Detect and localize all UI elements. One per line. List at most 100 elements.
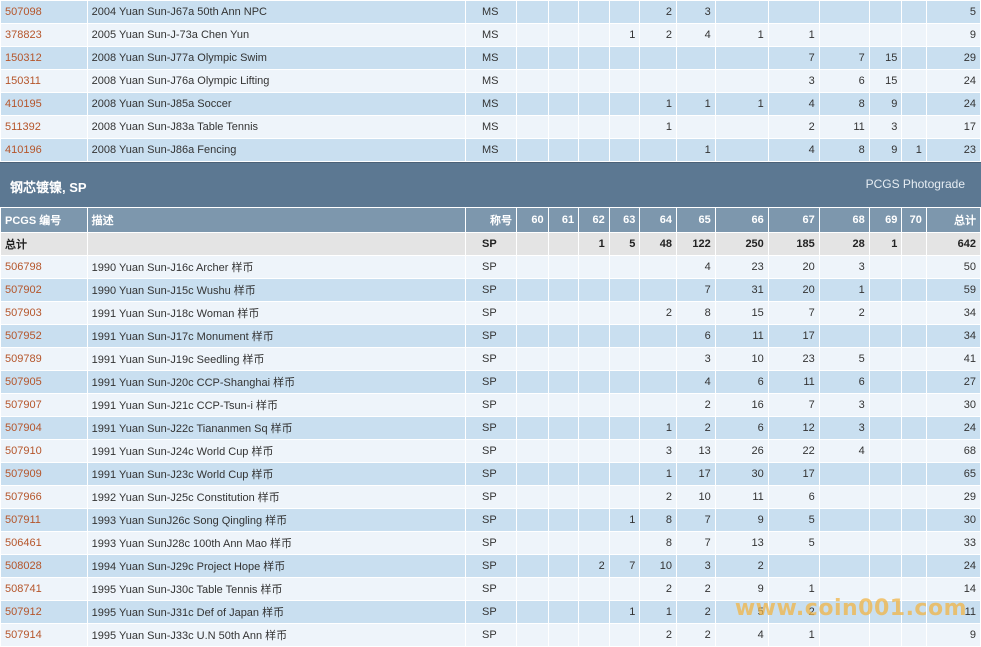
grade-63-cell bbox=[608, 485, 641, 509]
grade-63-cell bbox=[608, 115, 641, 139]
grade-66-cell: 16 bbox=[714, 393, 769, 417]
grade-66-cell: 4 bbox=[714, 623, 769, 647]
pcgs-number-link[interactable]: 507914 bbox=[5, 629, 42, 641]
pcgs-number-link[interactable]: 507904 bbox=[5, 422, 42, 434]
grade-60-cell bbox=[515, 439, 549, 463]
grade-68-cell: 7 bbox=[818, 46, 870, 70]
pcgs-photograde-link[interactable]: PCGS Photograde bbox=[865, 177, 965, 191]
designation-cell: SP bbox=[465, 531, 517, 555]
col-header-total[interactable]: 总计 bbox=[925, 207, 981, 233]
total-cell: 65 bbox=[925, 462, 981, 486]
pcgs-number-link[interactable]: 508741 bbox=[5, 583, 42, 595]
total-cell: 9 bbox=[925, 23, 981, 47]
grade-61-cell bbox=[547, 554, 580, 578]
table-body: 总计 SP 1 5 48 122 250 185 28 1 642 506798… bbox=[0, 232, 981, 647]
table-row: 507904 1991 Yuan Sun-J22c Tiananmen Sq 样币… bbox=[0, 416, 981, 440]
pcgs-number-link[interactable]: 507905 bbox=[5, 376, 42, 388]
grade-69-cell bbox=[868, 600, 903, 624]
grade-66-cell: 30 bbox=[714, 462, 769, 486]
pcgs-number-link[interactable]: 378823 bbox=[5, 29, 42, 41]
pcgs-number-link[interactable]: 150312 bbox=[5, 52, 42, 64]
col-header-61[interactable]: 61 bbox=[547, 207, 580, 233]
pcgs-number-link[interactable]: 508028 bbox=[5, 560, 42, 572]
grade-66-cell: 26 bbox=[714, 439, 769, 463]
pcgs-number-link[interactable]: 507903 bbox=[5, 307, 42, 319]
grade-70-cell bbox=[901, 92, 927, 116]
total-cell: 34 bbox=[925, 324, 981, 348]
grade-62-cell bbox=[578, 115, 610, 139]
grade-63-cell bbox=[608, 623, 641, 647]
pcgs-number-link[interactable]: 150311 bbox=[5, 75, 41, 87]
col-header-66[interactable]: 66 bbox=[714, 207, 769, 233]
designation-cell: SP bbox=[465, 508, 517, 532]
description-cell: 2008 Yuan Sun-J77a Olympic Swim bbox=[86, 46, 467, 70]
grade-62-cell bbox=[578, 416, 610, 440]
col-header-68[interactable]: 68 bbox=[818, 207, 870, 233]
col-header-69[interactable]: 69 bbox=[868, 207, 903, 233]
grade-64-cell bbox=[639, 324, 678, 348]
pcgs-number-link[interactable]: 507912 bbox=[5, 606, 42, 618]
pcgs-number-link[interactable]: 507909 bbox=[5, 468, 42, 480]
designation-cell: SP bbox=[465, 554, 517, 578]
grade-68-cell: 6 bbox=[818, 370, 870, 394]
total-cell: 68 bbox=[925, 439, 981, 463]
col-header-67[interactable]: 67 bbox=[767, 207, 820, 233]
grade-68-cell: 6 bbox=[818, 69, 870, 93]
col-header-pcgs[interactable]: PCGS 编号 bbox=[0, 207, 88, 233]
grade-68-cell: 5 bbox=[818, 347, 870, 371]
table-row: 410196 2008 Yuan Sun-J86a Fencing MS 1 4 8 9 1 2… bbox=[0, 138, 981, 162]
pcgs-number-link[interactable]: 410195 bbox=[5, 98, 42, 110]
pcgs-number-link[interactable]: 506798 bbox=[5, 261, 42, 273]
designation-cell: MS bbox=[465, 138, 517, 162]
grade-60-cell bbox=[515, 69, 549, 93]
col-header-designation[interactable]: 称号 bbox=[465, 207, 517, 233]
grade-70-cell bbox=[901, 393, 927, 417]
col-header-64[interactable]: 64 bbox=[639, 207, 678, 233]
total-cell: 27 bbox=[925, 370, 981, 394]
col-header-description[interactable]: 描述 bbox=[86, 207, 467, 233]
pcgs-number-link[interactable]: 507966 bbox=[5, 491, 42, 503]
pcgs-number-link[interactable]: 506461 bbox=[5, 537, 42, 549]
col-header-65[interactable]: 65 bbox=[676, 207, 716, 233]
pcgs-number-link[interactable]: 509789 bbox=[5, 353, 42, 365]
total-cell: 24 bbox=[925, 69, 981, 93]
pcgs-number-cell: 150311 bbox=[0, 69, 88, 93]
col-header-60[interactable]: 60 bbox=[515, 207, 549, 233]
grade-68-cell bbox=[818, 485, 870, 509]
grade-67-cell: 1 bbox=[767, 623, 820, 647]
pcgs-number-link[interactable]: 507911 bbox=[5, 514, 41, 526]
designation-cell: SP bbox=[465, 623, 517, 647]
pcgs-number-link[interactable]: 410196 bbox=[5, 144, 42, 156]
grade-69-cell: 9 bbox=[868, 92, 903, 116]
grade-66-cell: 11 bbox=[714, 485, 769, 509]
pcgs-number-link[interactable]: 507910 bbox=[5, 445, 42, 457]
pcgs-number-link[interactable]: 511392 bbox=[5, 121, 41, 133]
grade-70-cell bbox=[901, 46, 927, 70]
description-cell: 1990 Yuan Sun-J16c Archer 样币 bbox=[86, 255, 467, 279]
grade-62-cell: 2 bbox=[578, 554, 610, 578]
col-header-63[interactable]: 63 bbox=[608, 207, 641, 233]
total-60 bbox=[515, 232, 549, 256]
grade-63-cell: 7 bbox=[608, 554, 641, 578]
grade-64-cell: 1 bbox=[639, 600, 678, 624]
grade-70-cell bbox=[901, 485, 927, 509]
grade-67-cell: 5 bbox=[767, 531, 820, 555]
designation-cell: SP bbox=[465, 577, 517, 601]
col-header-62[interactable]: 62 bbox=[578, 207, 610, 233]
grade-65-cell: 1 bbox=[676, 138, 716, 162]
pcgs-number-link[interactable]: 507902 bbox=[5, 284, 42, 296]
description-cell: 1995 Yuan Sun-J31c Def of Japan 样币 bbox=[86, 600, 467, 624]
grade-68-cell bbox=[818, 554, 870, 578]
pcgs-number-link[interactable]: 507907 bbox=[5, 399, 42, 411]
grade-70-cell bbox=[901, 370, 927, 394]
grade-69-cell bbox=[868, 324, 903, 348]
col-header-70[interactable]: 70 bbox=[901, 207, 927, 233]
grade-68-cell: 11 bbox=[818, 115, 870, 139]
designation-cell: MS bbox=[465, 115, 517, 139]
pcgs-number-cell: 378823 bbox=[0, 23, 88, 47]
pcgs-number-link[interactable]: 507098 bbox=[5, 6, 42, 18]
grade-65-cell: 13 bbox=[676, 439, 716, 463]
grade-64-cell: 2 bbox=[639, 485, 678, 509]
pcgs-number-link[interactable]: 507952 bbox=[5, 330, 42, 342]
table-row: 150312 2008 Yuan Sun-J77a Olympic Swim MS 7… bbox=[0, 46, 981, 70]
